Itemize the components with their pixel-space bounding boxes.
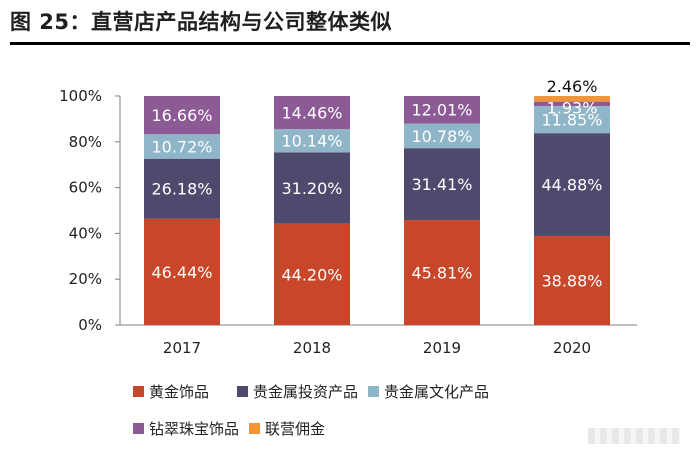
x-tick-label: 2018	[293, 339, 331, 357]
bar-segment	[144, 96, 220, 135]
legend-item-commission: 联营佣金	[249, 418, 325, 439]
legend-label-commission: 联营佣金	[265, 419, 326, 438]
legend-item-gold-jewelry: 黄金饰品	[133, 381, 209, 402]
y-tick-label: 80%	[69, 133, 102, 151]
legend-label-diamond-jade: 钻翠珠宝饰品	[149, 419, 240, 438]
data-label: 44.88%	[541, 176, 602, 195]
legend-swatch-diamond-jade	[133, 422, 144, 434]
data-label: 26.18%	[151, 180, 212, 199]
data-label: 10.14%	[281, 132, 342, 151]
legend-row-1: 黄金饰品 贵金属投资产品 贵金属文化产品	[133, 380, 613, 402]
legend-label-investment: 贵金属投资产品	[253, 382, 359, 401]
y-tick-label: 0%	[78, 316, 102, 334]
data-label: 12.01%	[411, 101, 472, 120]
x-tick-label: 2017	[163, 339, 201, 357]
bar-segment	[404, 148, 480, 221]
bar-segment	[404, 220, 480, 325]
data-label: 31.41%	[411, 175, 472, 194]
data-label: 45.81%	[411, 264, 472, 283]
chart-legend: 黄金饰品 贵金属投资产品 贵金属文化产品 钻翠珠宝饰品 联营佣金	[133, 380, 613, 454]
legend-swatch-investment	[237, 385, 249, 397]
legend-item-investment: 贵金属投资产品	[237, 381, 358, 402]
bar-segment	[274, 152, 350, 224]
data-label: 10.78%	[411, 127, 472, 146]
bar-segment	[534, 101, 610, 107]
blurred-watermark	[588, 428, 680, 444]
data-label: 38.88%	[541, 271, 602, 290]
x-tick-label: 2020	[553, 339, 591, 357]
data-label: 11.85%	[541, 111, 602, 130]
bar-segment	[404, 123, 480, 149]
bar-segment	[534, 106, 610, 134]
data-label: 46.44%	[151, 263, 212, 282]
legend-row-2: 钻翠珠宝饰品 联营佣金	[133, 417, 613, 439]
data-label: 1.93%	[547, 99, 598, 118]
x-tick-label: 2019	[423, 339, 461, 357]
data-label: 31.20%	[281, 179, 342, 198]
stacked-bar-chart: 0% 20% 40% 60% 80% 100% 46.44% 26.18% 10.72% 16.6…	[59, 77, 637, 357]
bar-segment	[404, 95, 480, 124]
y-tick-label: 60%	[69, 179, 102, 197]
data-label: 44.20%	[281, 265, 342, 284]
bar-segment	[144, 158, 220, 219]
bar-segment	[144, 218, 220, 325]
title-underline	[10, 42, 690, 45]
bar-segment	[534, 235, 610, 325]
bar-segment	[534, 133, 610, 236]
figure-title: 图 25：直营店产品结构与公司整体类似	[10, 10, 393, 34]
data-label: 10.72%	[151, 137, 212, 156]
legend-label-gold-jewelry: 黄金饰品	[149, 382, 210, 401]
y-tick-label: 20%	[69, 270, 102, 288]
bar-segment	[534, 96, 610, 102]
y-tick-label: 100%	[59, 87, 102, 105]
data-label: 16.66%	[151, 106, 212, 125]
bar-segment	[274, 223, 350, 325]
legend-swatch-culture	[368, 385, 380, 397]
legend-swatch-gold-jewelry	[133, 385, 144, 397]
bar-segment	[274, 129, 350, 153]
legend-item-culture: 贵金属文化产品	[368, 381, 489, 402]
legend-label-culture: 贵金属文化产品	[384, 382, 490, 401]
data-label: 2.46%	[547, 77, 598, 96]
bar-segment	[144, 134, 220, 159]
legend-item-diamond-jade: 钻翠珠宝饰品	[133, 418, 239, 439]
bar-segment	[274, 96, 350, 130]
y-tick-label: 40%	[69, 224, 102, 242]
data-label: 14.46%	[281, 104, 342, 123]
legend-swatch-commission	[249, 422, 261, 434]
